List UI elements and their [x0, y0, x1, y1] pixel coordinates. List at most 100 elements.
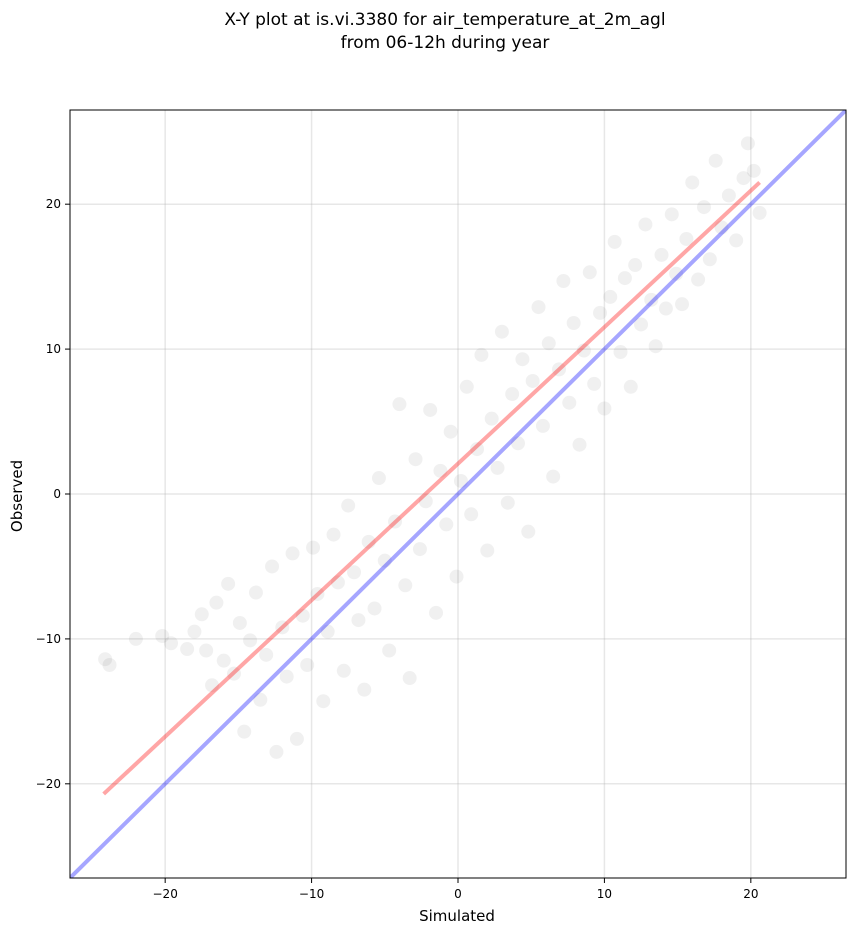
fit-line: [102, 180, 761, 796]
data-point: [295, 608, 310, 623]
data-point: [500, 495, 515, 510]
data-point: [443, 424, 458, 439]
data-point: [714, 220, 729, 235]
data-point: [572, 437, 587, 452]
data-point: [752, 205, 767, 220]
data-point: [347, 565, 362, 580]
identity-line: [70, 110, 846, 878]
data-point: [367, 601, 382, 616]
data-point: [464, 507, 479, 522]
data-point: [628, 258, 643, 273]
data-point: [243, 633, 258, 648]
data-point: [664, 207, 679, 222]
data-point: [556, 273, 571, 288]
data-point: [102, 657, 117, 672]
data-point: [402, 671, 417, 686]
data-point: [521, 524, 536, 539]
data-point: [669, 266, 684, 281]
data-point: [490, 460, 505, 475]
data-points: [98, 136, 767, 759]
data-point: [546, 469, 561, 484]
x-tick-label: −20: [153, 887, 178, 901]
data-point: [310, 586, 325, 601]
data-point: [484, 411, 499, 426]
data-point: [398, 578, 413, 593]
data-point: [691, 272, 706, 287]
data-point: [341, 498, 356, 513]
data-point: [603, 289, 618, 304]
data-point: [194, 607, 209, 622]
data-point: [480, 543, 495, 558]
data-point: [566, 316, 581, 331]
data-point: [423, 402, 438, 417]
data-point: [237, 724, 252, 739]
data-point: [654, 247, 669, 262]
y-axis-label: Observed: [8, 460, 26, 532]
data-point: [371, 471, 386, 486]
data-point: [470, 442, 485, 457]
data-point: [221, 576, 236, 591]
data-point: [388, 514, 403, 529]
data-point: [613, 344, 628, 359]
data-point: [216, 653, 231, 668]
data-point: [408, 452, 423, 467]
chart-title-line-2: from 06-12h during year: [341, 33, 550, 53]
data-point: [418, 494, 433, 509]
data-point: [205, 678, 220, 693]
data-point: [439, 517, 454, 532]
data-point: [361, 534, 376, 549]
data-point: [702, 252, 717, 267]
x-tick-label: −10: [299, 887, 324, 901]
data-point: [459, 379, 474, 394]
data-point: [746, 163, 761, 178]
data-point: [658, 301, 673, 316]
axis-ticks: −20 −10 0 10 20 −20 −10 0 10 20: [36, 197, 759, 901]
data-point: [515, 352, 530, 367]
data-point: [535, 418, 550, 433]
data-point: [679, 231, 694, 246]
y-tick-label: 20: [46, 197, 61, 211]
y-tick-label: −20: [36, 777, 61, 791]
data-point: [721, 188, 736, 203]
data-point: [285, 546, 300, 561]
data-point: [330, 575, 345, 590]
data-point: [209, 595, 224, 610]
data-point: [377, 553, 392, 568]
y-tick-label: 10: [46, 342, 61, 356]
data-point: [279, 669, 294, 684]
data-point: [696, 200, 711, 215]
data-point: [226, 666, 241, 681]
data-point: [306, 540, 321, 555]
data-point: [453, 473, 468, 488]
data-point: [494, 324, 509, 339]
data-point: [164, 636, 179, 651]
data-point: [300, 657, 315, 672]
plot-area: −20 −10 0 10 20 −20 −10 0 10 20: [36, 109, 847, 901]
data-point: [576, 343, 591, 358]
data-point: [392, 397, 407, 412]
data-point: [289, 731, 304, 746]
data-point: [248, 585, 263, 600]
data-point: [675, 297, 690, 312]
data-point: [474, 347, 489, 362]
data-point: [552, 362, 567, 377]
x-axis-label: Simulated: [419, 907, 495, 925]
data-point: [597, 401, 612, 416]
data-point: [708, 153, 723, 168]
data-point: [541, 336, 556, 351]
data-point: [433, 463, 448, 478]
data-point: [505, 387, 520, 402]
x-tick-label: 20: [743, 887, 758, 901]
data-point: [634, 317, 649, 332]
grid-lines: [70, 110, 846, 878]
y-tick-label: −10: [36, 632, 61, 646]
data-point: [275, 620, 290, 635]
data-point: [531, 300, 546, 315]
data-point: [648, 339, 663, 354]
y-tick-label: 0: [53, 487, 61, 501]
data-point: [644, 292, 659, 307]
data-point: [525, 373, 540, 388]
data-point: [449, 569, 464, 584]
